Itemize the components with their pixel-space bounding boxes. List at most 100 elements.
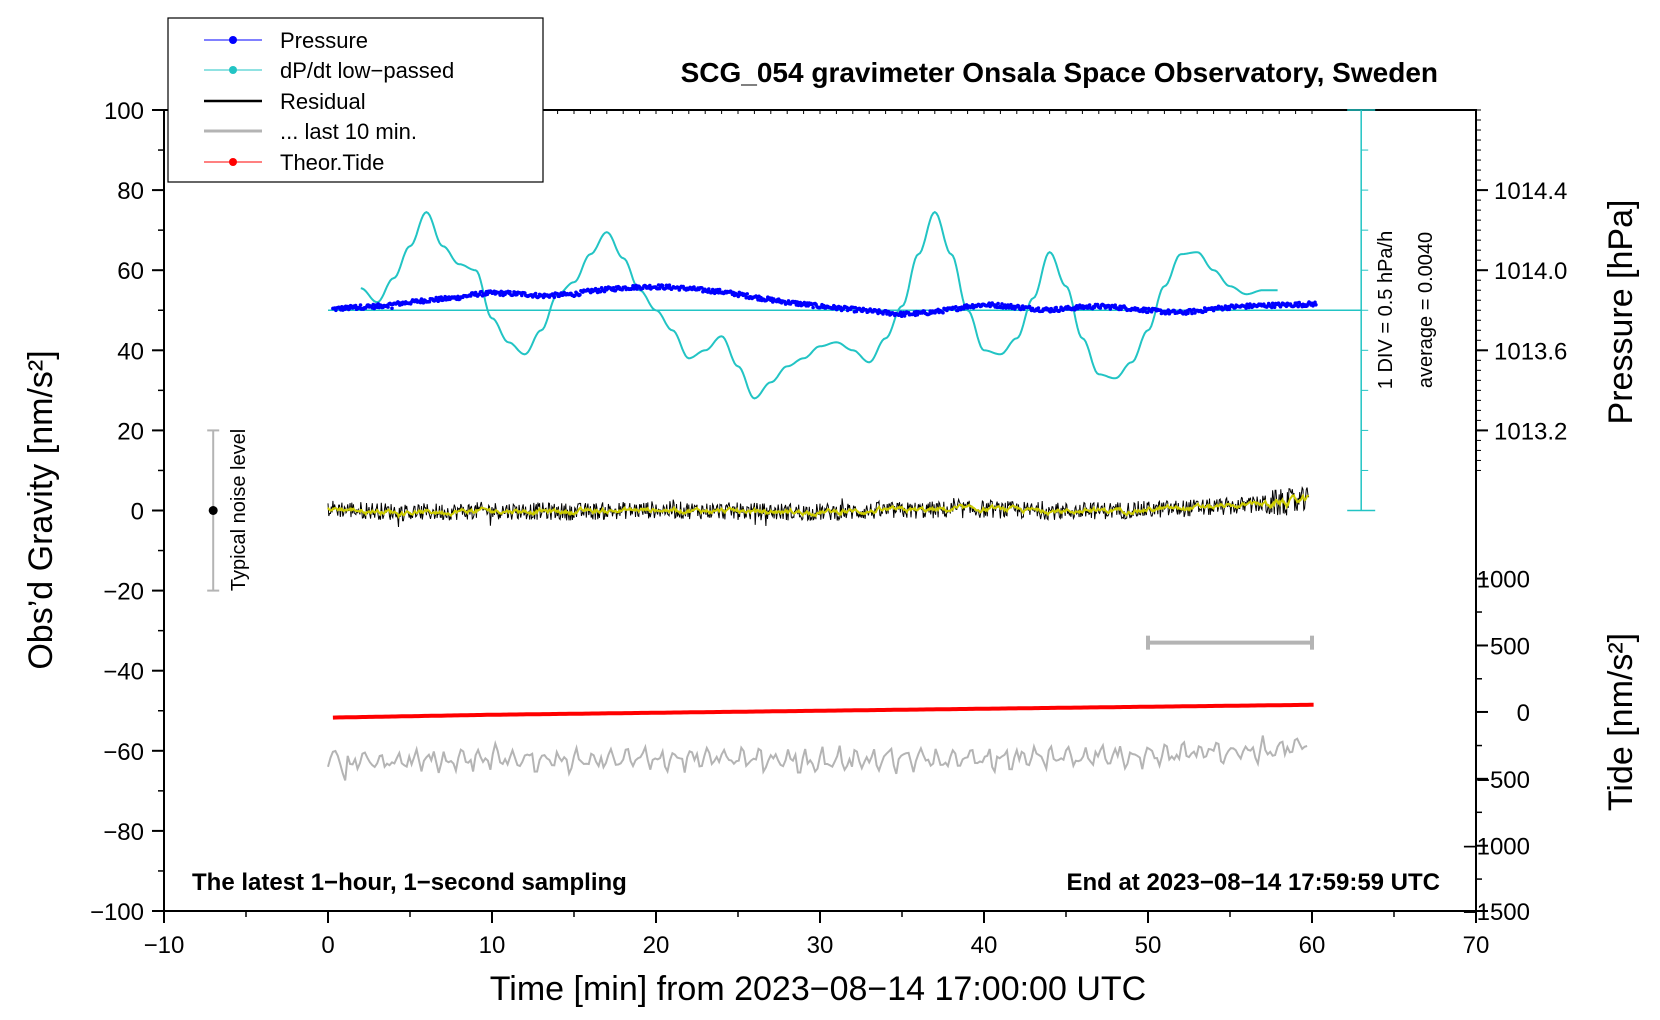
tide-tick-label: 1000 [1477, 567, 1530, 594]
series-last10-line [327, 735, 1308, 781]
legend-label-dpdt: dP/dt low−passed [280, 58, 454, 83]
x-tick-label: 20 [643, 932, 670, 959]
tide-tick-label: −500 [1476, 767, 1530, 794]
pressure-point [1113, 303, 1117, 308]
pressure-point [811, 305, 815, 310]
pressure-tick-label: 1013.2 [1494, 418, 1567, 445]
pressure-point [456, 294, 460, 299]
average-label: average = 0.0040 [1415, 232, 1437, 388]
tide-tick-label: −1000 [1463, 834, 1530, 861]
info-left: The latest 1−hour, 1−second sampling [192, 869, 627, 896]
pressure-tick-label: 1014.0 [1494, 258, 1567, 285]
pressure-point [468, 294, 473, 298]
legend-label-tide: Theor.Tide [280, 150, 384, 175]
y-axis-left-title: Obs’d Gravity [nm/s²] [22, 350, 60, 669]
pressure-point [635, 287, 639, 291]
pressure-point [1186, 311, 1190, 316]
pressure-point [511, 293, 515, 297]
pressure-point [611, 286, 616, 290]
legend-label-last10: ... last 10 min. [280, 119, 417, 144]
series-layer [207, 109, 1376, 781]
pressure-point [954, 305, 958, 309]
y-tick-label: −100 [90, 899, 144, 926]
tide-tick-label: −1500 [1463, 899, 1530, 926]
pressure-point [1190, 311, 1194, 316]
pressure-point [717, 287, 722, 292]
pressure-point [1098, 306, 1103, 310]
series-dpdt-line [360, 210, 1278, 400]
series-residual-smooth-line [327, 493, 1310, 519]
pressure-tick-label: 1013.6 [1494, 338, 1567, 365]
y-tick-label: 80 [117, 178, 144, 205]
legend-label-residual: Residual [280, 89, 366, 114]
pressure-point [941, 310, 945, 315]
pressure-point [358, 303, 363, 307]
legend-marker-dpdt [229, 66, 237, 74]
y-tick-label: 60 [117, 258, 144, 285]
pressure-point [520, 293, 524, 298]
pressure-point [1314, 303, 1318, 307]
y-axis-pressure: 1014.4 1014.0 1013.6 1013.2 [1476, 109, 1567, 471]
x-axis: −10 0 10 20 30 40 50 60 70 [144, 911, 1490, 959]
series-tide-line [332, 702, 1314, 720]
pressure-point [710, 287, 715, 292]
y-axis-left: 100 80 60 40 20 0 −20 −40 −60 −80 −100 [90, 98, 164, 926]
pressure-point [1272, 305, 1277, 310]
x-axis-title: Time [min] from 2023−08−14 17:00:00 UTC [490, 970, 1146, 1008]
legend-marker-pressure [229, 36, 237, 44]
info-right: End at 2023−08−14 17:59:59 UTC [1066, 869, 1440, 896]
legend: Pressure dP/dt low−passed Residual ... l… [167, 17, 544, 183]
y-tick-label: 20 [117, 418, 144, 445]
x-tick-label: 50 [1135, 932, 1162, 959]
pressure-point [915, 312, 920, 317]
pressure-point [386, 305, 390, 309]
y-tick-label: 0 [131, 499, 144, 526]
pressure-point [1054, 305, 1058, 310]
pressure-point [1211, 308, 1216, 313]
x-tick-label: 10 [479, 932, 506, 959]
pressure-point [667, 283, 672, 288]
series-pressure [331, 283, 1318, 319]
x-tick-label: 60 [1299, 932, 1326, 959]
pressure-point [498, 293, 503, 297]
x-tick-label: −10 [144, 932, 185, 959]
tide-tick-label: 500 [1490, 633, 1530, 660]
pressure-point [1143, 306, 1148, 311]
pressure-tick-label: 1014.4 [1494, 178, 1567, 205]
pressure-point [745, 292, 749, 296]
x-tick-label: 30 [807, 932, 834, 959]
x-tick-label: 40 [971, 932, 998, 959]
pressure-point [899, 314, 904, 319]
pressure-point [1145, 310, 1150, 315]
y-tick-label: −60 [103, 739, 144, 766]
noise-label: Typical noise level [228, 429, 250, 591]
pressure-point [1052, 309, 1056, 314]
legend-marker-tide [229, 158, 237, 166]
pressure-point [663, 286, 668, 291]
pressure-point [1036, 306, 1041, 310]
pressure-point [578, 293, 582, 297]
y-tick-label: −40 [103, 659, 144, 686]
x-tick-label: 70 [1463, 932, 1490, 959]
pressure-point [533, 291, 538, 296]
x-tick-label: 0 [321, 932, 334, 959]
y-axis-tide: 1000 500 0 −500 −1000 −1500 [1463, 567, 1530, 926]
pressure-point [1073, 308, 1077, 312]
pressure-point [390, 306, 394, 311]
pressure-point [552, 295, 557, 300]
pressure-point [372, 306, 377, 311]
pressure-point [1087, 303, 1092, 307]
y-tick-label: 100 [104, 98, 144, 125]
pressure-point [996, 301, 1000, 306]
pressure-point [473, 290, 478, 295]
y-tick-label: −20 [103, 579, 144, 606]
pressure-point [1017, 304, 1021, 309]
pressure-point [1000, 302, 1004, 306]
y-axis-tide-title: Tide [nm/s²] [1602, 633, 1640, 811]
y-tick-label: 40 [117, 338, 144, 365]
pressure-point [660, 283, 665, 288]
div-label: 1 DIV = 0.5 hPa/h [1375, 231, 1397, 389]
pressure-point [427, 299, 432, 304]
pressure-point [434, 295, 439, 300]
